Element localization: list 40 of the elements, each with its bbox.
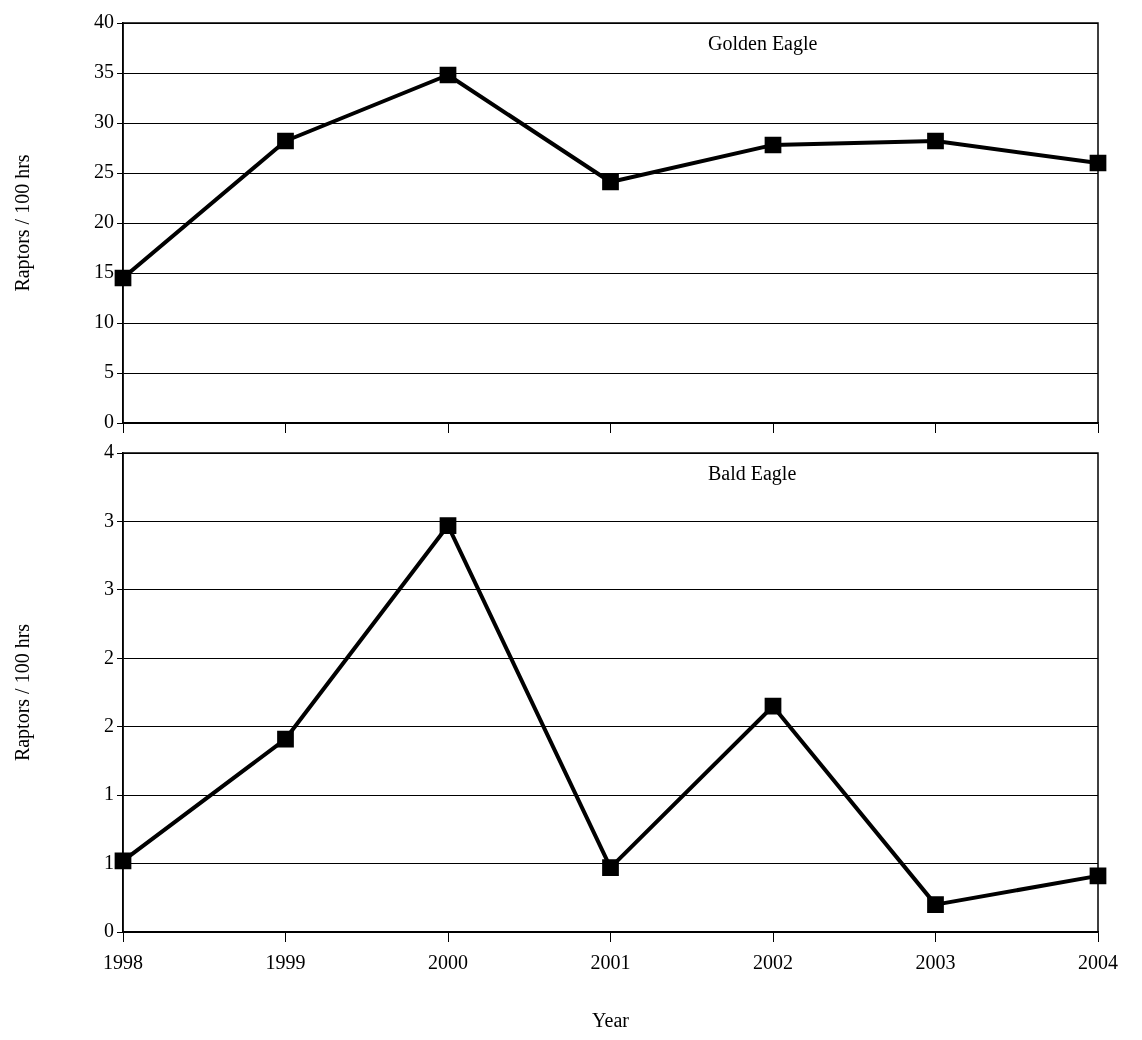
y-tick-label: 25 [94, 160, 114, 183]
y-tick-label: 15 [94, 260, 114, 283]
y-axis-title: Raptors / 100 hrs [11, 623, 35, 762]
text: Bald Eagle [708, 462, 797, 486]
point [277, 132, 294, 150]
y-tick-label: 0 [104, 919, 114, 942]
x-tick-label: 2002 [753, 951, 793, 974]
point [439, 517, 457, 534]
x-tick-label: 2001 [590, 951, 631, 974]
y-tick-label: 1 [104, 782, 114, 805]
point [602, 173, 619, 191]
point [439, 66, 457, 84]
y-tick-label: 30 [94, 110, 114, 133]
point [602, 859, 619, 877]
x-axis-title: Year [592, 1009, 630, 1032]
y-tick-label: 3 [104, 508, 114, 531]
point [927, 132, 944, 150]
x-tick-label: 2004 [1078, 951, 1118, 974]
point [114, 852, 132, 870]
x-tick-label: 1999 [265, 951, 306, 974]
y-tick-label: 3 [104, 577, 114, 600]
y-tick-label: 20 [94, 210, 114, 233]
y-tick-label: 40 [94, 10, 114, 33]
point [927, 896, 944, 913]
y-tick-label: 35 [94, 60, 114, 83]
y-tick-label: 1 [104, 850, 114, 873]
text: Golden Eagle [708, 32, 818, 56]
point [277, 730, 294, 748]
y-tick-label: 0 [104, 410, 114, 433]
y-tick-label: 2 [104, 713, 114, 736]
x-tick-label: 2003 [915, 951, 956, 974]
y-tick-label: 4 [104, 440, 114, 463]
y-tick-label: 2 [104, 645, 114, 668]
y-tick-label: 5 [104, 360, 114, 383]
y-axis-title: Raptors / 100 hrs [11, 154, 35, 292]
y-tick-label: 10 [94, 310, 114, 333]
point [764, 697, 782, 715]
x-tick-label: 1998 [103, 951, 143, 974]
point [764, 136, 782, 154]
x-tick-label: 2000 [428, 951, 468, 974]
